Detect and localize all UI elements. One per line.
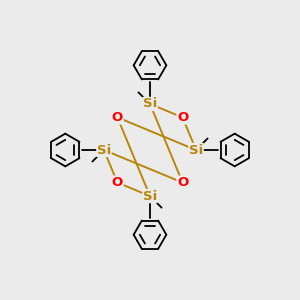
Text: O: O — [177, 111, 188, 124]
Text: O: O — [112, 176, 123, 189]
Text: Si: Si — [143, 98, 157, 110]
Text: Si: Si — [97, 143, 111, 157]
Text: O: O — [112, 111, 123, 124]
Text: Si: Si — [143, 190, 157, 202]
Text: O: O — [177, 176, 188, 189]
Text: Si: Si — [189, 143, 203, 157]
